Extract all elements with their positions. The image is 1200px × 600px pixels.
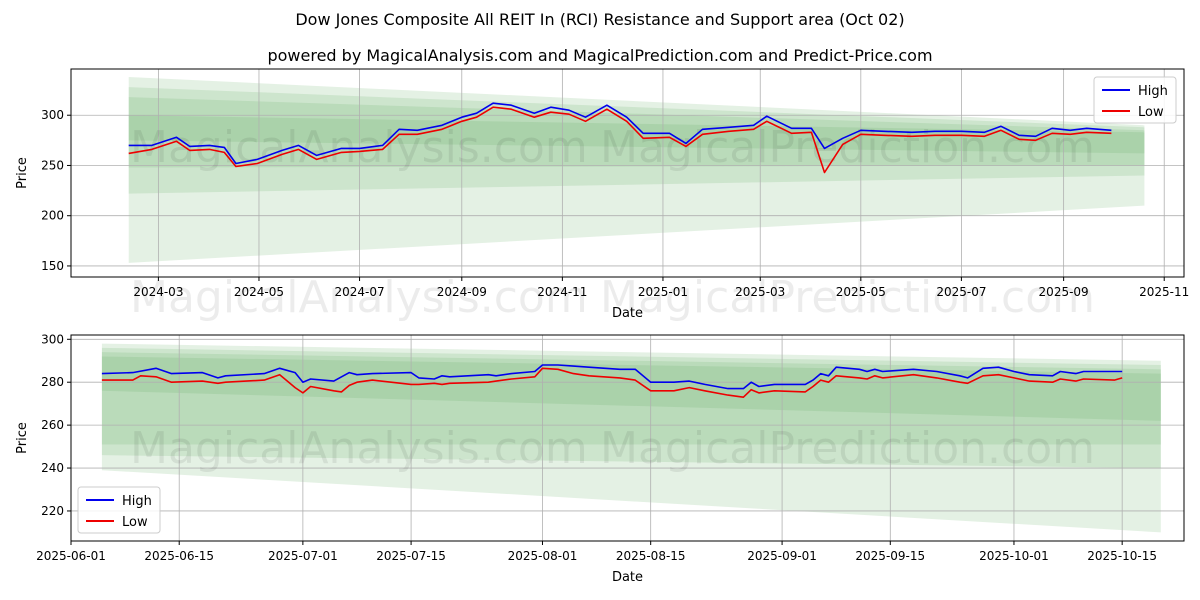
- x-tick-label: 2025-09-01: [747, 549, 817, 563]
- x-tick-label: 2025-09: [1039, 285, 1089, 299]
- y-tick-label: 200: [41, 209, 64, 223]
- y-tick-label: 260: [41, 418, 64, 432]
- series-line-high: [128, 102, 1112, 165]
- band-group: [101, 343, 1161, 533]
- legend: High Low: [1093, 76, 1177, 124]
- x-tick-label: 2025-06-01: [36, 549, 106, 563]
- x-tick-label: 2025-09-15: [855, 549, 925, 563]
- x-axis-label: Date: [612, 306, 643, 321]
- chart-panel-2: MagicalAnalysis.com MagicalPrediction.com…: [15, 332, 1185, 585]
- resistance-support-band: [128, 77, 1145, 263]
- series-line-low: [128, 106, 1112, 174]
- series-line-high: [101, 364, 1123, 390]
- y-axis-label: Price: [15, 157, 30, 189]
- legend-label-low: Low: [122, 515, 148, 530]
- watermark-text: MagicalAnalysis.com: [130, 272, 588, 323]
- series-line-low: [101, 367, 1123, 398]
- watermark-text: MagicalPrediction.com: [600, 423, 1095, 474]
- x-tick-label: 2024-03: [133, 285, 183, 299]
- y-axis-label: Price: [15, 422, 30, 454]
- x-tick-label: 2025-07: [936, 285, 986, 299]
- x-axis-label: Date: [612, 570, 643, 585]
- x-tick-label: 2024-11: [537, 285, 587, 299]
- y-tick-label: 280: [41, 375, 64, 389]
- resistance-support-band: [101, 352, 1161, 445]
- legend-label-high: High: [122, 494, 152, 509]
- resistance-support-band: [128, 115, 1145, 154]
- x-tick-label: 2024-07: [334, 285, 384, 299]
- watermark-text: MagicalPrediction.com: [600, 122, 1095, 173]
- chart-title: Dow Jones Composite All REIT In (RCI) Re…: [295, 10, 905, 29]
- x-tick-label: 2025-10-01: [979, 549, 1049, 563]
- watermark-text: MagicalAnalysis.com: [130, 423, 588, 474]
- x-tick-label: 2025-10-15: [1087, 549, 1157, 563]
- watermark-text: MagicalPrediction.com: [600, 272, 1095, 323]
- legend-label-high: High: [1138, 84, 1168, 99]
- chart-subtitle: powered by MagicalAnalysis.com and Magic…: [267, 46, 933, 65]
- y-tick-label: 300: [41, 108, 64, 122]
- plot-frame: [70, 334, 1185, 542]
- resistance-support-band: [101, 343, 1161, 533]
- x-tick-label: 2025-03: [735, 285, 785, 299]
- resistance-support-band: [101, 347, 1161, 469]
- x-tick-label: 2025-07-15: [376, 549, 446, 563]
- x-tick-label: 2024-09: [437, 285, 487, 299]
- y-tick-label: 240: [41, 461, 64, 475]
- x-tick-label: 2025-11: [1139, 285, 1189, 299]
- x-tick-label: 2025-01: [638, 285, 688, 299]
- y-tick-label: 220: [41, 504, 64, 518]
- series-group: [101, 364, 1123, 398]
- plot-frame: [70, 68, 1185, 278]
- x-tick-label: 2025-08-15: [616, 549, 686, 563]
- series-group: [128, 102, 1112, 174]
- x-tick-label: 2025-05: [836, 285, 886, 299]
- x-tick-label: 2025-08-01: [508, 549, 578, 563]
- x-tick-label: 2025-07-01: [268, 549, 338, 563]
- x-tick-label: 2025-06-15: [144, 549, 214, 563]
- chart-panel-1: MagicalAnalysis.com MagicalPrediction.com…: [15, 68, 1189, 323]
- y-tick-label: 150: [41, 259, 64, 273]
- watermark-text: MagicalAnalysis.com: [130, 122, 588, 173]
- resistance-support-band: [128, 87, 1145, 194]
- legend: High Low: [77, 486, 161, 534]
- y-tick-label: 250: [41, 158, 64, 172]
- y-tick-label: 300: [41, 332, 64, 346]
- resistance-support-band: [101, 356, 1161, 421]
- legend-label-low: Low: [1138, 105, 1164, 120]
- x-tick-label: 2024-05: [234, 285, 284, 299]
